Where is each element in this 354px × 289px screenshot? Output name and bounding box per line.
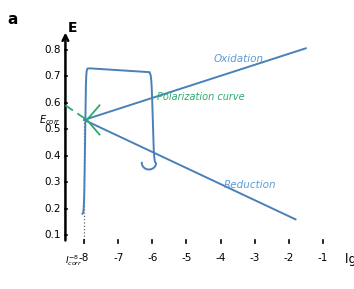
Text: 0.3: 0.3	[45, 177, 61, 187]
Text: E: E	[68, 21, 78, 36]
Text: Polarization curve: Polarization curve	[158, 92, 245, 102]
Text: -4: -4	[215, 253, 226, 263]
Text: 0.8: 0.8	[45, 45, 61, 55]
Text: -7: -7	[113, 253, 124, 263]
Text: -6: -6	[147, 253, 158, 263]
Text: lg I: lg I	[345, 253, 354, 266]
Text: 0.2: 0.2	[45, 204, 61, 214]
Text: a: a	[7, 12, 17, 27]
Text: Oxidation: Oxidation	[214, 54, 264, 64]
Text: -2: -2	[284, 253, 294, 263]
Text: -1: -1	[318, 253, 328, 263]
Text: Reduction: Reduction	[224, 180, 276, 190]
Text: -3: -3	[250, 253, 260, 263]
Text: -5: -5	[181, 253, 192, 263]
Text: 0.4: 0.4	[45, 151, 61, 161]
Text: $E_{corr}$: $E_{corr}$	[39, 113, 61, 127]
Text: -8: -8	[79, 253, 89, 263]
Text: 0.6: 0.6	[45, 98, 61, 108]
Text: 0.1: 0.1	[45, 230, 61, 240]
Text: 0.7: 0.7	[45, 71, 61, 81]
Text: 0.5: 0.5	[45, 124, 61, 134]
Text: $I_{corr}^{-8}$: $I_{corr}^{-8}$	[65, 253, 82, 268]
